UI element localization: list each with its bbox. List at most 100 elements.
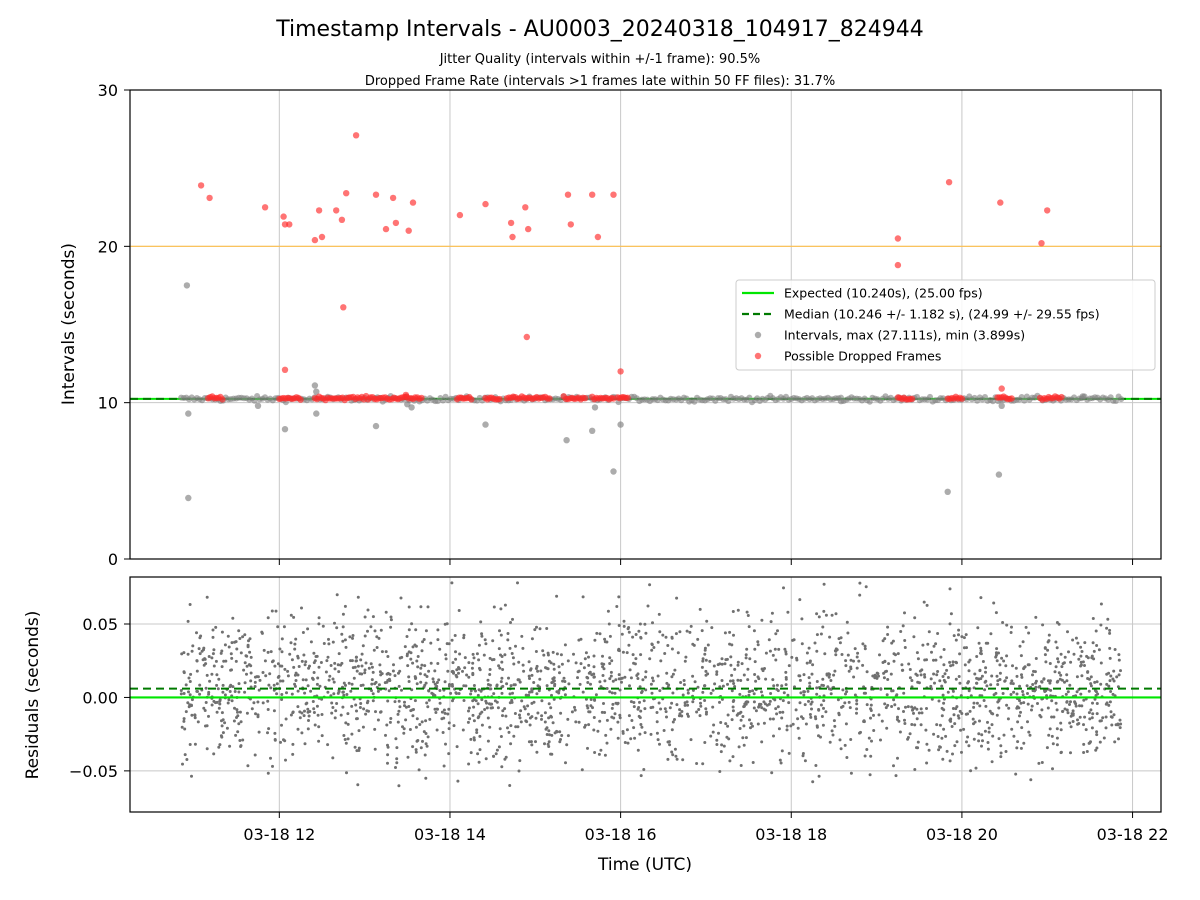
residual-point xyxy=(632,701,636,704)
residual-point xyxy=(704,658,708,662)
residual-point xyxy=(335,626,339,630)
residual-point xyxy=(813,715,817,719)
residual-point xyxy=(1047,639,1051,643)
residual-point xyxy=(190,704,193,708)
residual-point xyxy=(256,700,260,704)
residual-point xyxy=(529,668,532,672)
residual-point xyxy=(1022,701,1026,705)
residual-point xyxy=(355,709,358,713)
residual-point xyxy=(930,650,933,654)
residual-point xyxy=(354,659,358,663)
residual-point xyxy=(976,626,980,630)
residual-point xyxy=(817,615,821,619)
residual-point xyxy=(853,647,857,651)
residual-point xyxy=(302,653,306,657)
residual-point xyxy=(286,669,290,673)
residual-point xyxy=(792,638,796,642)
residual-point xyxy=(978,669,982,673)
residual-point xyxy=(622,624,626,628)
residual-point xyxy=(1114,723,1118,727)
residual-point xyxy=(352,676,356,680)
residual-point xyxy=(952,634,956,638)
residual-point xyxy=(508,646,512,650)
residual-point xyxy=(546,742,550,746)
residual-point xyxy=(1050,715,1054,719)
residual-point xyxy=(522,705,526,709)
residual-point xyxy=(443,711,447,715)
residual-point xyxy=(809,702,813,706)
residual-point xyxy=(696,637,700,641)
residual-point xyxy=(720,697,724,701)
residual-point xyxy=(643,707,647,711)
residual-point xyxy=(704,707,708,711)
dropped-frame-outlier-point xyxy=(998,385,1005,392)
residual-point xyxy=(1089,682,1093,686)
residual-point xyxy=(289,641,293,645)
residual-point xyxy=(350,732,354,736)
residual-point xyxy=(656,738,660,742)
residual-point xyxy=(1070,712,1074,716)
interval-outlier-point xyxy=(185,410,192,417)
residual-point xyxy=(628,684,631,688)
residual-point xyxy=(886,625,890,629)
residual-point xyxy=(503,757,507,761)
residual-point xyxy=(482,653,486,657)
residual-point xyxy=(1009,681,1013,685)
residual-point xyxy=(964,712,968,716)
residual-point xyxy=(830,729,834,733)
residual-point xyxy=(188,743,192,746)
residual-point xyxy=(617,677,621,681)
residual-point xyxy=(233,706,236,710)
residual-point xyxy=(389,717,393,720)
residual-point xyxy=(1069,725,1073,729)
residual-point xyxy=(910,705,914,709)
residual-point xyxy=(756,640,760,644)
residual-point xyxy=(221,718,225,722)
residual-point xyxy=(916,740,920,744)
residual-point xyxy=(914,672,918,676)
residual-point xyxy=(760,690,763,694)
residual-point xyxy=(303,663,307,667)
residual-point xyxy=(576,670,580,674)
residual-point xyxy=(655,711,659,714)
residual-point xyxy=(625,651,629,655)
residual-point xyxy=(764,677,768,681)
residual-point xyxy=(350,704,354,708)
residual-point xyxy=(633,736,637,740)
residual-point xyxy=(387,689,391,693)
residual-point xyxy=(1110,723,1114,727)
legend-entry-label: Expected (10.240s), (25.00 fps) xyxy=(784,286,983,301)
residual-point xyxy=(1078,704,1081,708)
residual-point xyxy=(1048,727,1052,731)
residual-point xyxy=(1002,659,1006,663)
residual-point xyxy=(426,605,430,609)
residual-point xyxy=(542,653,546,657)
residual-point xyxy=(949,612,953,616)
residual-point xyxy=(637,706,641,709)
residual-point xyxy=(418,672,422,676)
residual-point xyxy=(869,703,873,707)
residual-point xyxy=(547,745,551,748)
dropped-frame-outlier-point xyxy=(372,191,380,198)
residual-point xyxy=(207,655,211,658)
residual-point xyxy=(986,741,990,744)
residual-point xyxy=(967,669,971,673)
residual-point xyxy=(981,739,984,743)
residual-point xyxy=(280,693,284,696)
residual-point xyxy=(651,621,654,625)
residual-point xyxy=(736,608,740,612)
residual-point xyxy=(729,655,733,659)
dropped-frame-outlier-point xyxy=(286,221,293,228)
residual-point xyxy=(784,652,788,656)
residual-point xyxy=(539,669,543,673)
residual-point xyxy=(342,681,346,685)
residual-point xyxy=(776,629,779,633)
residual-point xyxy=(708,659,712,663)
residual-point xyxy=(466,720,470,724)
residual-point xyxy=(614,678,618,682)
residual-point xyxy=(664,635,668,639)
residual-point xyxy=(462,699,466,702)
residual-point xyxy=(499,735,503,738)
residual-point xyxy=(468,717,472,721)
residual-point xyxy=(997,706,1001,710)
